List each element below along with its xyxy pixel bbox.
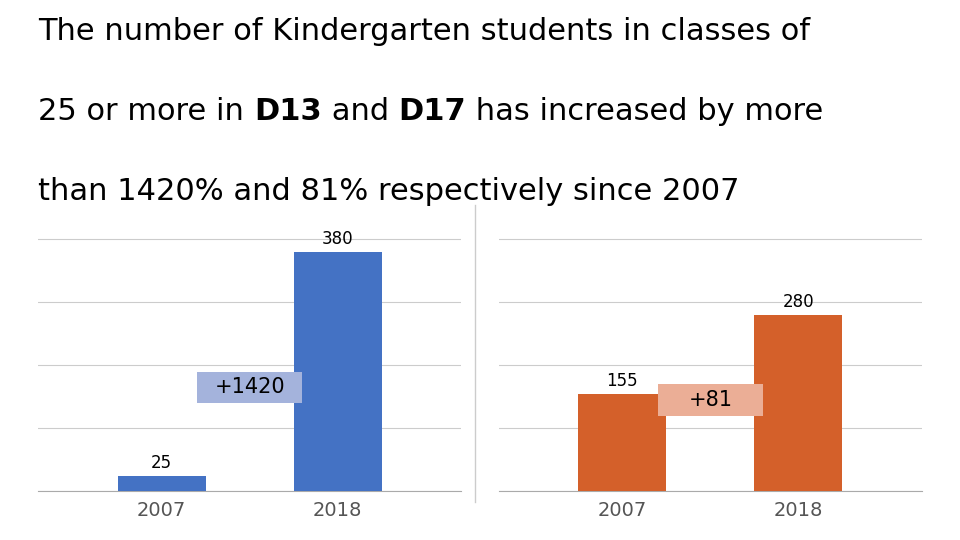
Text: The number of Kindergarten students in classes of: The number of Kindergarten students in c…	[38, 17, 810, 46]
Text: +1420: +1420	[214, 377, 285, 397]
Text: 155: 155	[607, 372, 638, 390]
Text: 380: 380	[322, 230, 353, 248]
FancyBboxPatch shape	[658, 384, 763, 416]
Text: 25: 25	[151, 454, 172, 472]
Text: D13: D13	[254, 97, 322, 126]
Text: D17: D17	[398, 97, 467, 126]
Text: D17: D17	[690, 539, 731, 540]
FancyBboxPatch shape	[197, 372, 302, 403]
Text: 25 or more in: 25 or more in	[38, 97, 254, 126]
Text: 280: 280	[782, 293, 814, 311]
Text: D13: D13	[229, 539, 270, 540]
Text: has increased by more: has increased by more	[467, 97, 824, 126]
Bar	[755, 315, 842, 491]
Bar	[294, 252, 382, 491]
Bar	[578, 394, 666, 491]
Bar	[117, 476, 205, 491]
Text: than 1420% and 81% respectively since 2007: than 1420% and 81% respectively since 20…	[38, 177, 740, 206]
Text: and: and	[322, 97, 398, 126]
Text: +81: +81	[688, 390, 732, 410]
